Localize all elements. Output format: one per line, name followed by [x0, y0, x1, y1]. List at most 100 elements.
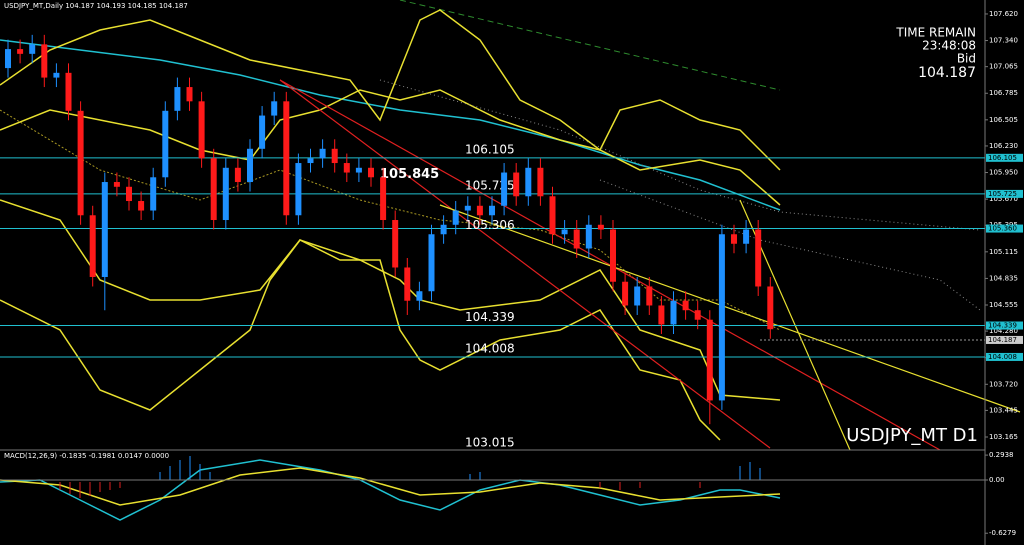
candle-body	[343, 163, 350, 173]
candle-body	[77, 110, 84, 216]
y-tick-label: 106.785	[989, 89, 1018, 97]
candle-body	[658, 305, 665, 325]
candle-body	[452, 210, 459, 225]
candle-body	[368, 167, 374, 178]
candle-body	[610, 229, 616, 282]
candle-body	[331, 148, 338, 164]
candle-body	[29, 44, 36, 54]
candle-body	[259, 115, 266, 149]
bid-value: 104.187	[918, 65, 976, 81]
macd-tick-label: 0.2938	[989, 451, 1014, 459]
level-box	[986, 352, 1023, 361]
bid-label: Bid	[957, 52, 976, 66]
candle-body	[186, 87, 193, 102]
cloud-edge	[599, 179, 981, 311]
candle-body	[126, 186, 132, 202]
candle-body	[525, 167, 532, 197]
y-tick-label: 103.445	[989, 406, 1018, 414]
level-annotation: 104.339	[465, 310, 515, 324]
y-tick-label: 104.835	[989, 274, 1018, 282]
y-tick-label: 104.280	[989, 327, 1018, 335]
candle-body	[440, 224, 447, 235]
candle-body	[537, 167, 544, 197]
candle-body	[234, 167, 241, 183]
candle-body	[283, 101, 290, 216]
candle-body	[476, 205, 483, 216]
candle-body	[41, 44, 48, 78]
candle-body	[355, 167, 362, 173]
y-tick-label: 103.720	[989, 380, 1018, 388]
candle-body	[101, 182, 108, 277]
candle-body	[731, 234, 737, 244]
chart-title: USDJPY_MT,Daily 104.187 104.193 104.185 …	[4, 2, 188, 10]
band-inner-lower	[0, 199, 781, 401]
macd-tick-label: -0.6279	[989, 529, 1016, 537]
candle-body	[113, 182, 120, 187]
level-box	[986, 189, 1023, 198]
level-box	[986, 153, 1023, 162]
candle-body	[222, 167, 229, 221]
panel-frame	[0, 0, 986, 545]
macd-hist-neg	[59, 482, 701, 498]
candle-body	[162, 110, 169, 178]
long-ma	[399, 0, 781, 91]
candle-body	[549, 196, 556, 235]
time-remain: 23:48:08	[922, 39, 976, 53]
candle-body	[404, 267, 411, 301]
time-remain-label: TIME REMAIN	[895, 26, 976, 40]
level-box	[986, 224, 1023, 233]
level-annotation: 105.306	[465, 218, 515, 232]
level-box-label: 104.339	[988, 322, 1017, 330]
candle-body	[150, 177, 157, 211]
candle-body	[489, 205, 495, 216]
y-tick-label: 105.115	[989, 248, 1018, 256]
y-tick-label: 107.340	[989, 37, 1018, 45]
candle-body	[271, 101, 278, 116]
candle-body	[767, 286, 774, 330]
candle-body	[464, 205, 471, 211]
y-tick-label: 107.620	[989, 10, 1018, 18]
candle-body	[198, 101, 205, 159]
y-tick-label: 107.065	[989, 63, 1018, 71]
symbol-label: USDJPY_MT D1	[846, 425, 978, 446]
candle-body	[247, 148, 253, 183]
level-box-label: 104.008	[988, 353, 1017, 361]
level-box-label: 106.105	[988, 154, 1017, 162]
candle-body	[307, 158, 314, 164]
candle-body	[53, 72, 60, 78]
candle-body	[416, 291, 423, 301]
level-annotation: 103.015	[465, 436, 515, 450]
candle-body	[646, 286, 653, 306]
candle-body	[392, 220, 399, 268]
y-tick-label: 106.505	[989, 116, 1018, 124]
highlight-annotation: 105.845	[380, 167, 439, 182]
candle-body	[174, 87, 181, 111]
candle-body	[634, 286, 641, 306]
candle-body	[718, 234, 725, 401]
candle-body	[743, 229, 750, 244]
candle-body	[682, 300, 689, 311]
level-box-label: 105.725	[988, 190, 1017, 198]
y-tick-label: 106.230	[989, 142, 1018, 150]
candle-body	[319, 148, 326, 159]
candle-body	[138, 201, 145, 211]
y-tick-label: 105.950	[989, 169, 1018, 177]
candle-body	[513, 172, 520, 197]
candle-body	[65, 72, 72, 111]
macd-label: MACD(12,26,9) -0.1835 -0.1981 0.0147 0.0…	[4, 452, 169, 460]
bid-box-label: 104.187	[988, 336, 1017, 344]
candle-body	[17, 49, 24, 54]
candle-body	[210, 158, 217, 221]
candle-body	[295, 163, 302, 216]
macd-hist-pos	[159, 456, 761, 480]
candle-body	[622, 281, 629, 306]
macd-line	[0, 459, 781, 521]
band-outer-upper	[0, 9, 781, 171]
candle-body	[501, 172, 508, 206]
candle-body	[597, 224, 604, 230]
level-box-label: 105.360	[988, 225, 1017, 233]
candle-body	[670, 300, 677, 325]
candle-body	[380, 177, 387, 221]
